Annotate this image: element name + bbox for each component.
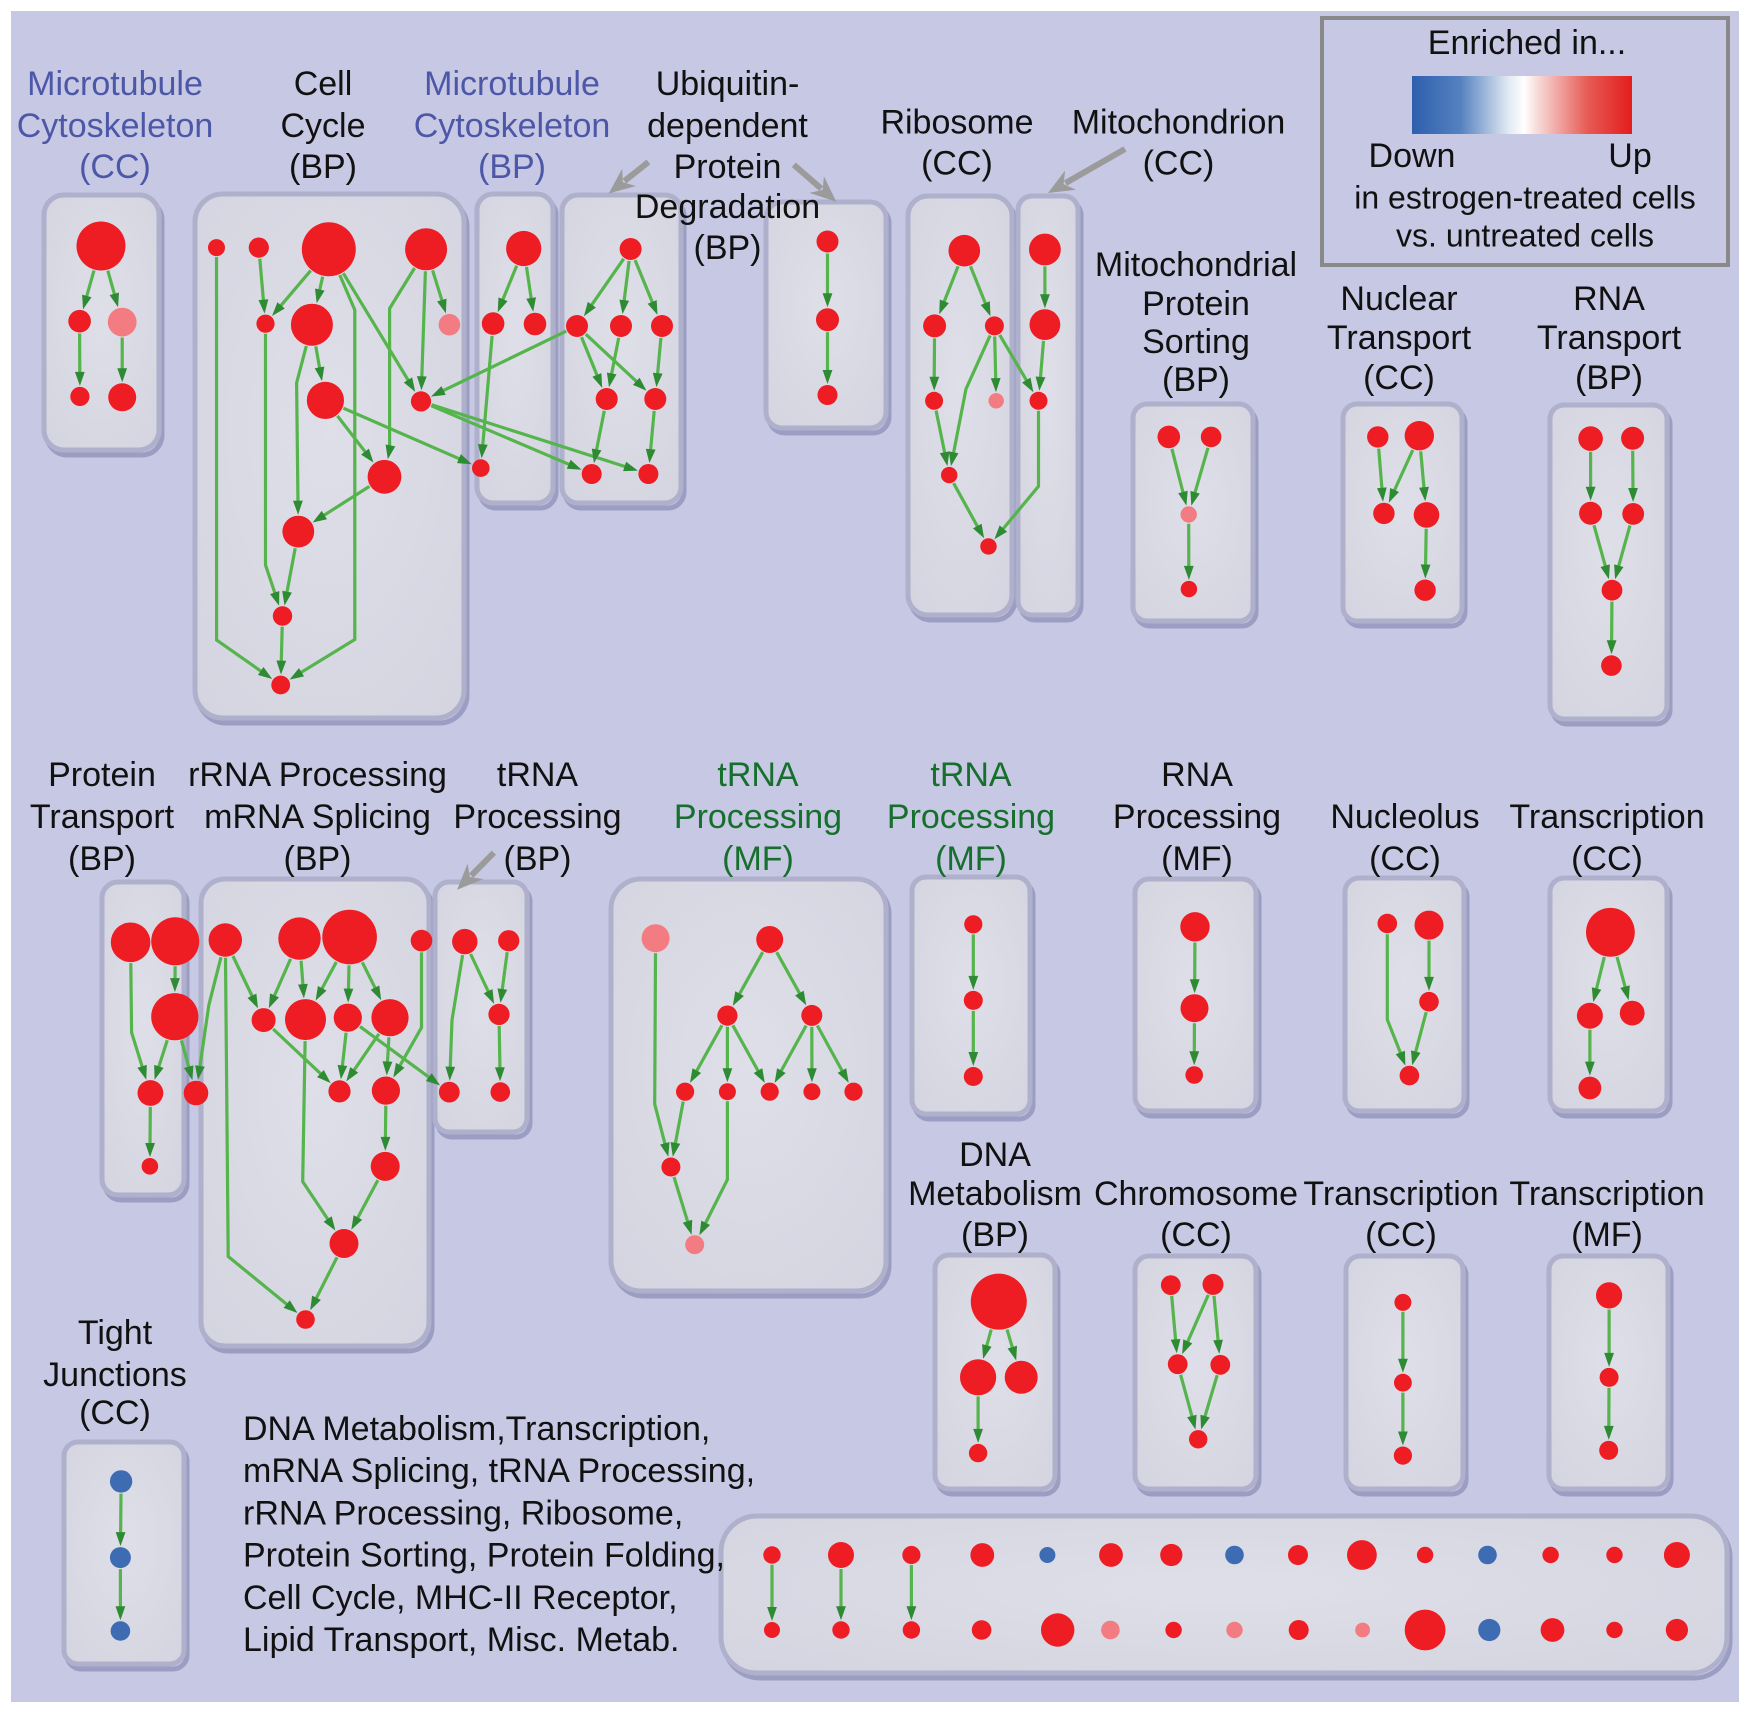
svg-text:(CC): (CC)	[79, 1394, 151, 1432]
svg-text:tRNA: tRNA	[930, 756, 1012, 794]
svg-text:Processing: Processing	[887, 798, 1055, 836]
svg-text:Processing: Processing	[674, 798, 842, 836]
svg-text:Microtubule: Microtubule	[424, 65, 600, 103]
svg-text:Transport: Transport	[1327, 319, 1472, 357]
svg-text:Transport: Transport	[1537, 319, 1682, 357]
svg-text:Processing: Processing	[1113, 798, 1281, 836]
svg-text:Cytoskeleton: Cytoskeleton	[17, 107, 214, 145]
svg-text:(CC): (CC)	[1369, 840, 1441, 878]
svg-text:(BP): (BP)	[289, 148, 357, 186]
svg-text:(BP): (BP)	[1575, 359, 1643, 397]
svg-text:(MF): (MF)	[935, 840, 1007, 878]
svg-text:Microtubule: Microtubule	[27, 65, 203, 103]
svg-text:mRNA Splicing: mRNA Splicing	[204, 798, 431, 836]
svg-text:Mitochondrion: Mitochondrion	[1072, 103, 1286, 141]
svg-text:in estrogen-treated cells: in estrogen-treated cells	[1354, 179, 1696, 215]
svg-text:Ubiquitin-: Ubiquitin-	[656, 65, 800, 103]
svg-text:Ribosome: Ribosome	[880, 103, 1033, 141]
svg-text:Cell: Cell	[294, 65, 353, 103]
svg-text:Transport: Transport	[30, 798, 175, 836]
svg-text:Nucleolus: Nucleolus	[1330, 798, 1479, 836]
svg-text:(CC): (CC)	[921, 144, 993, 182]
svg-text:Processing: Processing	[453, 798, 621, 836]
svg-text:rRNA Processing: rRNA Processing	[188, 756, 447, 794]
svg-text:(CC): (CC)	[1160, 1216, 1232, 1254]
svg-text:DNA: DNA	[959, 1136, 1031, 1174]
svg-text:tRNA: tRNA	[717, 756, 799, 794]
svg-text:Protein: Protein	[674, 148, 782, 186]
svg-text:Sorting: Sorting	[1142, 323, 1250, 361]
svg-text:(CC): (CC)	[1143, 144, 1215, 182]
svg-text:tRNA: tRNA	[497, 756, 579, 794]
svg-text:DNA Metabolism,Transcription,: DNA Metabolism,Transcription,	[243, 1410, 710, 1448]
svg-text:RNA: RNA	[1573, 280, 1645, 318]
svg-text:Protein Sorting, Protein Foldi: Protein Sorting, Protein Folding,	[243, 1537, 725, 1575]
svg-text:RNA: RNA	[1161, 756, 1233, 794]
svg-text:Degradation: Degradation	[635, 188, 820, 226]
svg-text:(BP): (BP)	[478, 148, 546, 186]
svg-text:rRNA Processing, Ribosome,: rRNA Processing, Ribosome,	[243, 1494, 683, 1532]
svg-text:(BP): (BP)	[961, 1216, 1029, 1254]
svg-text:(CC): (CC)	[1571, 840, 1643, 878]
svg-text:(BP): (BP)	[284, 840, 352, 878]
svg-text:(MF): (MF)	[1571, 1216, 1643, 1254]
svg-text:Protein: Protein	[48, 756, 156, 794]
svg-text:Metabolism: Metabolism	[908, 1175, 1082, 1213]
svg-text:Cell Cycle, MHC-II Receptor,: Cell Cycle, MHC-II Receptor,	[243, 1579, 678, 1617]
svg-text:(CC): (CC)	[79, 148, 151, 186]
svg-text:Enriched in...: Enriched in...	[1428, 24, 1626, 62]
svg-text:Cytoskeleton: Cytoskeleton	[414, 107, 611, 145]
svg-text:(BP): (BP)	[68, 840, 136, 878]
svg-text:(MF): (MF)	[722, 840, 794, 878]
svg-text:Transcription: Transcription	[1509, 1175, 1704, 1213]
svg-text:vs. untreated cells: vs. untreated cells	[1396, 217, 1654, 253]
svg-text:(BP): (BP)	[1162, 361, 1230, 399]
svg-text:Transcription: Transcription	[1303, 1175, 1498, 1213]
svg-text:(MF): (MF)	[1161, 840, 1233, 878]
svg-text:mRNA Splicing, tRNA Processing: mRNA Splicing, tRNA Processing,	[243, 1452, 755, 1490]
svg-text:Down: Down	[1369, 137, 1456, 175]
svg-text:(CC): (CC)	[1365, 1216, 1437, 1254]
svg-text:Protein: Protein	[1142, 285, 1250, 323]
svg-text:Cycle: Cycle	[280, 107, 365, 145]
svg-text:Mitochondrial: Mitochondrial	[1095, 246, 1297, 284]
svg-text:dependent: dependent	[647, 107, 808, 145]
svg-text:Lipid Transport, Misc. Metab.: Lipid Transport, Misc. Metab.	[243, 1621, 680, 1659]
svg-text:Transcription: Transcription	[1509, 798, 1704, 836]
svg-text:Junctions: Junctions	[43, 1356, 187, 1394]
svg-text:Up: Up	[1608, 137, 1651, 175]
svg-text:(BP): (BP)	[694, 229, 762, 267]
svg-text:(CC): (CC)	[1363, 359, 1435, 397]
svg-text:Chromosome: Chromosome	[1094, 1175, 1298, 1213]
svg-text:Tight: Tight	[78, 1314, 153, 1352]
svg-text:(BP): (BP)	[504, 840, 572, 878]
svg-text:Nuclear: Nuclear	[1340, 280, 1457, 318]
